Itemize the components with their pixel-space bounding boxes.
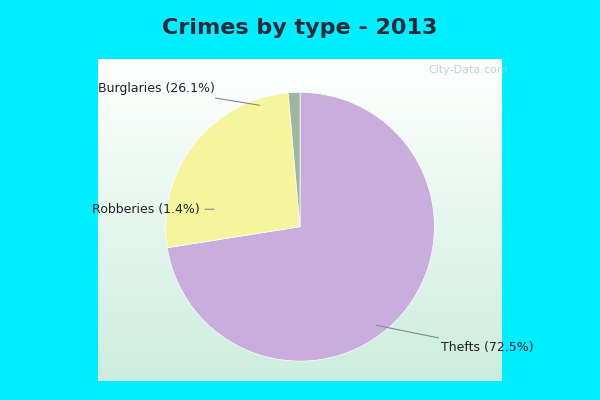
Bar xyxy=(98,142,502,149)
Bar xyxy=(98,214,502,220)
Bar xyxy=(98,239,502,246)
Bar xyxy=(98,110,502,117)
Bar xyxy=(98,78,502,84)
Text: City-Data.com: City-Data.com xyxy=(428,66,508,76)
Bar xyxy=(98,130,502,136)
Bar xyxy=(98,123,502,130)
Text: Crimes by type - 2013: Crimes by type - 2013 xyxy=(163,18,437,38)
Bar xyxy=(98,175,502,181)
Bar xyxy=(98,284,502,291)
Bar xyxy=(98,194,502,201)
Bar xyxy=(98,84,502,91)
Bar xyxy=(98,330,502,336)
Bar xyxy=(98,149,502,156)
Wedge shape xyxy=(167,92,434,361)
Bar xyxy=(98,356,502,362)
Bar xyxy=(98,91,502,98)
Bar xyxy=(98,220,502,226)
Bar xyxy=(98,59,502,65)
Bar xyxy=(98,156,502,162)
Bar xyxy=(98,117,502,123)
Text: Robberies (1.4%): Robberies (1.4%) xyxy=(92,203,214,216)
Text: Burglaries (26.1%): Burglaries (26.1%) xyxy=(98,82,260,105)
Bar xyxy=(98,259,502,265)
Bar xyxy=(98,226,502,233)
Bar xyxy=(98,310,502,317)
Bar xyxy=(98,201,502,207)
Bar xyxy=(98,349,502,356)
Bar xyxy=(98,323,502,330)
Bar xyxy=(98,362,502,368)
Bar xyxy=(98,368,502,375)
Bar xyxy=(98,304,502,310)
Bar xyxy=(98,207,502,214)
Bar xyxy=(98,342,502,349)
Bar xyxy=(98,98,502,104)
Bar xyxy=(98,272,502,278)
Bar xyxy=(98,233,502,239)
Wedge shape xyxy=(288,92,300,227)
Bar xyxy=(98,291,502,298)
Bar xyxy=(98,252,502,259)
Bar xyxy=(98,181,502,188)
Bar xyxy=(98,246,502,252)
Bar xyxy=(98,104,502,110)
Bar xyxy=(98,375,502,381)
Bar xyxy=(98,168,502,175)
Bar xyxy=(98,72,502,78)
Bar xyxy=(98,162,502,168)
Bar xyxy=(98,317,502,323)
Bar xyxy=(98,278,502,284)
Bar xyxy=(98,65,502,72)
Wedge shape xyxy=(166,93,300,248)
Bar xyxy=(98,188,502,194)
Text: Thefts (72.5%): Thefts (72.5%) xyxy=(377,325,534,354)
Bar xyxy=(98,298,502,304)
Bar xyxy=(98,336,502,342)
Bar xyxy=(98,136,502,142)
Bar xyxy=(98,265,502,272)
